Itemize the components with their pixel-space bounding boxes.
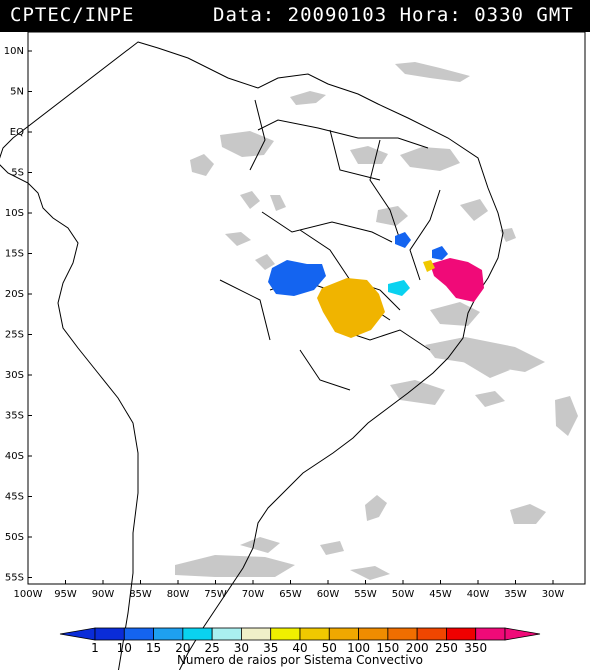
colorbar-cell (387, 627, 418, 641)
bahia-system (430, 258, 484, 302)
lon-tick-label: 100W (14, 589, 43, 600)
colorbar-label: 20 (175, 641, 190, 655)
colorbar-cell (123, 627, 154, 641)
header-bar: CPTEC/INPE Data: 20090103 Hora: 0330 GMT (0, 0, 590, 32)
bahia-blue-system (432, 246, 448, 260)
colorbar-cell (182, 627, 213, 641)
lon-tick-label: 70W (242, 589, 265, 600)
lat-tick-label: 5S (11, 168, 24, 179)
colorbar-label: 15 (146, 641, 161, 655)
lat-tick-label: 10N (4, 46, 24, 57)
colorbar-label: 10 (117, 641, 132, 655)
minas-gerais-cyan-system (388, 280, 410, 296)
lat-tick-label: 15S (5, 249, 24, 260)
colorbar-cell (211, 627, 242, 641)
colorbar-label: 50 (322, 641, 337, 655)
convective-systems (268, 232, 484, 338)
paraguay-system (317, 278, 385, 338)
colorbar: 1 10 15 20 25 30 35 40 50 100 150 200 250 350 (59, 627, 541, 655)
lat-tick-label: 30S (5, 370, 24, 381)
lat-tick-label: 5N (10, 87, 24, 98)
colorbar-cell (328, 627, 359, 641)
colorbar-label: 35 (263, 641, 278, 655)
lon-tick-label: 55W (354, 589, 377, 600)
lon-tick-label: 60W (317, 589, 340, 600)
colorbar-cell (358, 627, 389, 641)
lat-tick-label: 20S (5, 289, 24, 300)
source-label: CPTEC/INPE (10, 4, 135, 26)
goias-system-north (395, 232, 411, 248)
lat-axis: 10N 5N EQ 5S 10S 15S 20S 25S 30S 35S 40S 45S 50S 55S (4, 46, 32, 584)
lon-tick-label: 50W (392, 589, 415, 600)
colorbar-label: 1 (91, 641, 99, 655)
colorbar-label: 200 (406, 641, 429, 655)
lat-tick-label: 50S (5, 532, 24, 543)
colorbar-left-arrow (59, 627, 96, 641)
lon-tick-label: 75W (204, 589, 227, 600)
colorbar-cell (446, 627, 477, 641)
lat-tick-label: 40S (5, 451, 24, 462)
colorbar-cell (241, 627, 272, 641)
colorbar-label: 40 (292, 641, 307, 655)
colorbar-label: 100 (347, 641, 370, 655)
colorbar-cell (475, 627, 506, 641)
lon-tick-label: 85W (129, 589, 152, 600)
colorbar-label: 250 (435, 641, 458, 655)
colorbar-label: 150 (376, 641, 399, 655)
colorbar-label: 30 (234, 641, 249, 655)
lat-tick-label: 25S (5, 330, 24, 341)
map-frame (27, 31, 586, 585)
bahia-orange-system (423, 260, 435, 272)
colorbar-cell (94, 627, 125, 641)
lon-tick-label: 40W (467, 589, 490, 600)
lon-tick-label: 65W (279, 589, 302, 600)
lat-tick-label: EQ (10, 127, 24, 138)
lat-tick-label: 45S (5, 492, 24, 503)
lon-tick-label: 90W (92, 589, 115, 600)
cloud-layer (175, 62, 578, 580)
lon-tick-label: 35W (504, 589, 527, 600)
lat-tick-label: 55S (5, 573, 24, 584)
colorbar-cell (299, 627, 330, 641)
bolivia-system (268, 260, 326, 296)
lon-tick-label: 95W (54, 589, 77, 600)
datetime-label: Data: 20090103 Hora: 0330 GMT (213, 4, 574, 26)
lat-tick-label: 10S (5, 208, 24, 219)
colorbar-label: 25 (205, 641, 220, 655)
colorbar-right-arrow (504, 627, 541, 641)
colorbar-title: Numero de raios por Sistema Convectivo (177, 653, 423, 667)
colorbar-label: 350 (464, 641, 487, 655)
colorbar-cell (153, 627, 184, 641)
colorbar-cell (270, 627, 301, 641)
lon-tick-label: 45W (429, 589, 452, 600)
lon-tick-label: 30W (542, 589, 565, 600)
lon-axis: 100W 95W 90W 85W 80W 75W 70W 65W 60W 55W 50W 45W 40W… (14, 580, 565, 600)
colorbar-cell (416, 627, 447, 641)
lat-tick-label: 35S (5, 411, 24, 422)
lon-tick-label: 80W (167, 589, 190, 600)
